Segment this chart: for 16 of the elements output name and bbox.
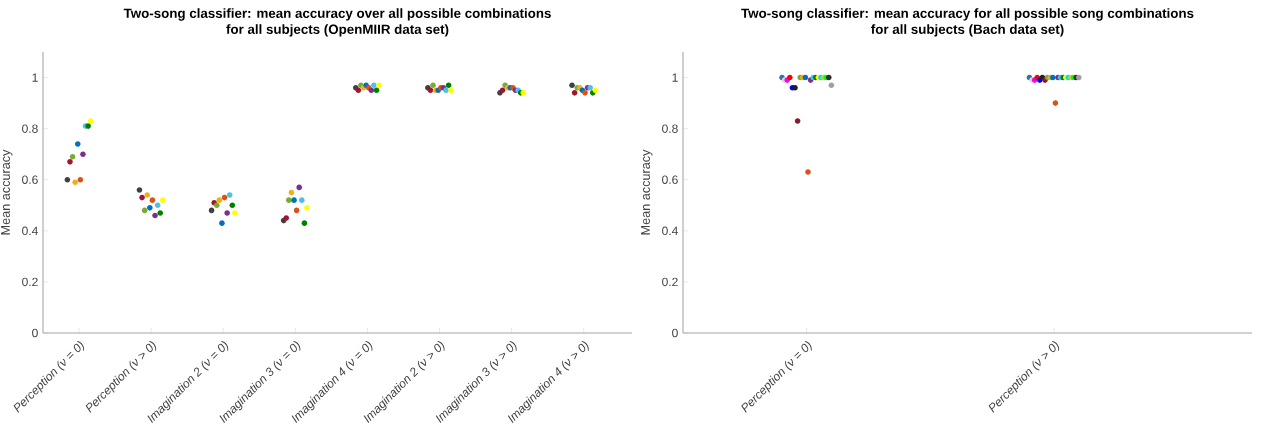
y-tick-label: 1 <box>32 73 38 82</box>
y-tick-label: 0.4 <box>22 226 38 236</box>
chart-title: Two-song classifier: mean accuracy over all possible combinations for all subjects (OpenMIIR data set) <box>123 8 551 37</box>
y-tick-label: 0.2 <box>662 277 678 287</box>
chart-title: Two-song classifier: mean accuracy for all possible song combinations for all subjects (Bach data set) <box>741 8 1194 37</box>
y-tick-label: 0.8 <box>22 124 38 133</box>
y-tick-label: 0 <box>672 328 678 338</box>
y-tick-label: 0.8 <box>662 124 678 133</box>
y-axis-title: Mean accuracy <box>1 149 13 235</box>
y-tick-label: 0.4 <box>662 226 678 236</box>
y-axis-title: Mean accuracy <box>641 149 653 235</box>
y-tick-label: 1 <box>672 73 678 82</box>
y-tick-label: 0.6 <box>662 175 678 184</box>
y-tick-label: 0 <box>32 328 38 338</box>
y-tick-label: 0.2 <box>22 277 38 287</box>
y-tick-label: 0.6 <box>22 175 38 184</box>
